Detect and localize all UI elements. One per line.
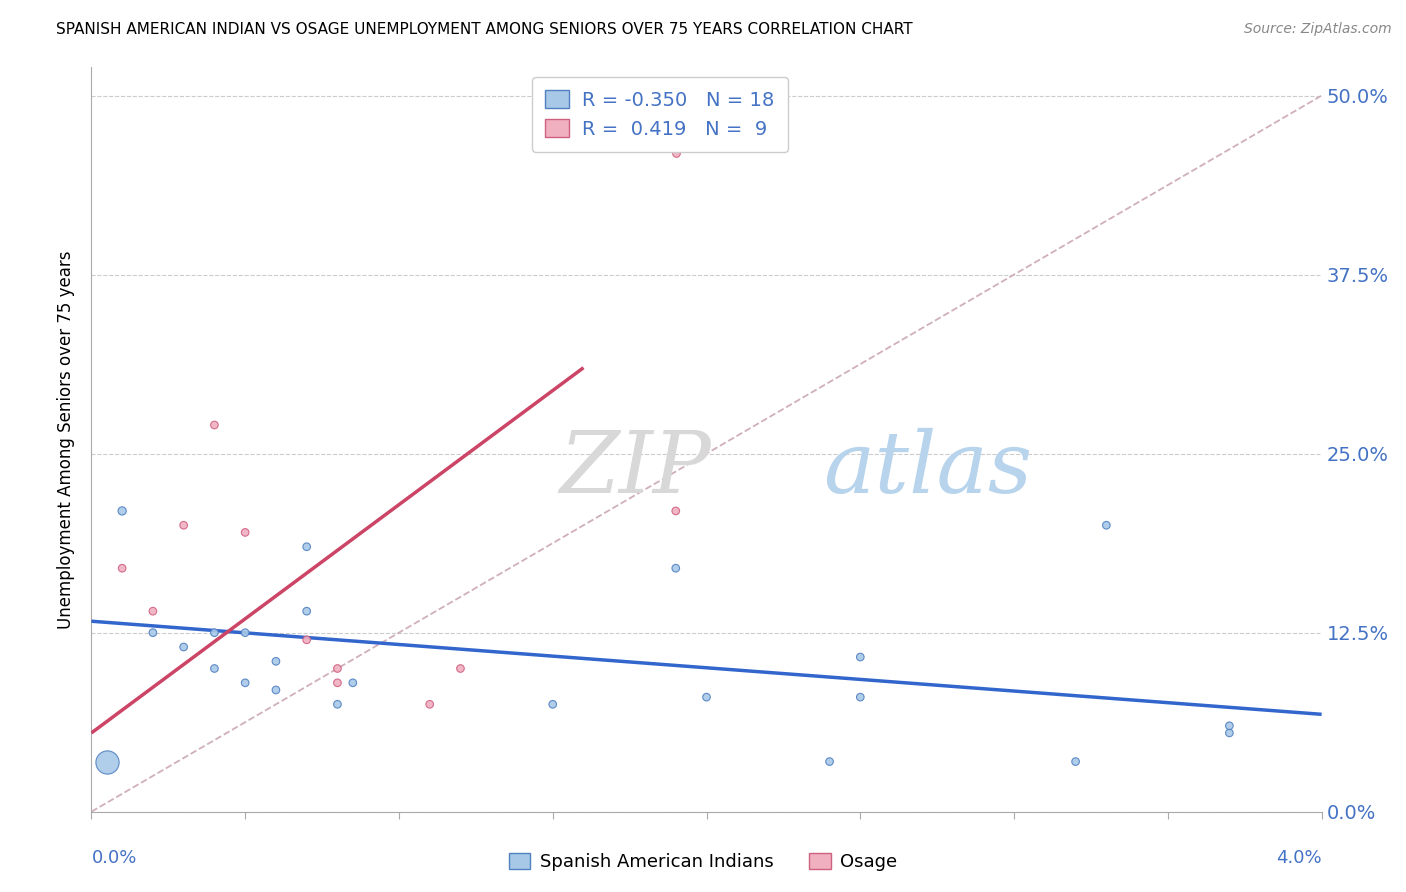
Point bbox=[202, 625, 225, 640]
Point bbox=[142, 625, 165, 640]
Point bbox=[849, 650, 872, 665]
Legend: Spanish American Indians, Osage: Spanish American Indians, Osage bbox=[502, 846, 904, 879]
Point bbox=[818, 755, 841, 769]
Point bbox=[665, 561, 688, 575]
Point bbox=[202, 417, 225, 432]
Point bbox=[1095, 518, 1118, 533]
Text: ZIP: ZIP bbox=[558, 428, 711, 510]
Point bbox=[142, 604, 165, 618]
Point bbox=[342, 675, 364, 690]
Point bbox=[202, 661, 225, 675]
Point bbox=[233, 525, 256, 540]
Point bbox=[449, 661, 471, 675]
Point bbox=[419, 698, 441, 712]
Text: Source: ZipAtlas.com: Source: ZipAtlas.com bbox=[1244, 22, 1392, 37]
Point bbox=[111, 504, 134, 518]
Point bbox=[295, 540, 318, 554]
Point bbox=[173, 518, 195, 533]
Point bbox=[233, 675, 256, 690]
Point bbox=[96, 755, 118, 769]
Point bbox=[695, 690, 717, 705]
Point bbox=[295, 604, 318, 618]
Legend: R = -0.350   N = 18, R =  0.419   N =  9: R = -0.350 N = 18, R = 0.419 N = 9 bbox=[531, 77, 789, 153]
Point bbox=[665, 504, 688, 518]
Point bbox=[264, 683, 287, 698]
Text: SPANISH AMERICAN INDIAN VS OSAGE UNEMPLOYMENT AMONG SENIORS OVER 75 YEARS CORREL: SPANISH AMERICAN INDIAN VS OSAGE UNEMPLO… bbox=[56, 22, 912, 37]
Point bbox=[173, 640, 195, 654]
Point bbox=[1064, 755, 1087, 769]
Point bbox=[233, 625, 256, 640]
Point bbox=[326, 698, 349, 712]
Point bbox=[1218, 719, 1240, 733]
Point bbox=[111, 561, 134, 575]
Text: 4.0%: 4.0% bbox=[1277, 849, 1322, 867]
Point bbox=[665, 145, 688, 160]
Point bbox=[264, 654, 287, 668]
Text: atlas: atlas bbox=[824, 428, 1032, 510]
Y-axis label: Unemployment Among Seniors over 75 years: Unemployment Among Seniors over 75 years bbox=[58, 250, 76, 629]
Point bbox=[295, 632, 318, 647]
Point bbox=[326, 661, 349, 675]
Point bbox=[326, 675, 349, 690]
Text: 0.0%: 0.0% bbox=[91, 849, 136, 867]
Point bbox=[1218, 726, 1240, 740]
Point bbox=[849, 690, 872, 705]
Point bbox=[541, 698, 564, 712]
